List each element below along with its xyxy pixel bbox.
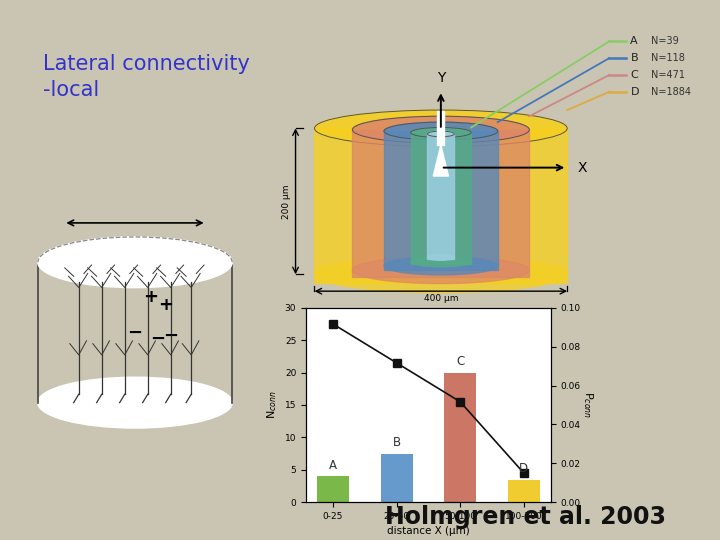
Ellipse shape <box>384 257 498 275</box>
Bar <box>508 480 540 502</box>
Text: +: + <box>143 287 158 306</box>
Text: 400 µm: 400 µm <box>423 294 458 303</box>
Text: B: B <box>392 436 400 449</box>
Y-axis label: N$_{conn}$: N$_{conn}$ <box>266 390 279 420</box>
Text: D: D <box>631 87 639 97</box>
Ellipse shape <box>410 127 471 138</box>
Ellipse shape <box>352 256 529 284</box>
Text: A: A <box>631 36 638 46</box>
Text: N=1884: N=1884 <box>652 87 691 97</box>
Ellipse shape <box>38 237 232 287</box>
Ellipse shape <box>410 256 471 267</box>
Ellipse shape <box>428 131 454 137</box>
Bar <box>438 111 444 145</box>
Text: A: A <box>329 459 337 472</box>
Text: N=39: N=39 <box>652 36 679 46</box>
Text: −: − <box>163 327 179 345</box>
Text: Holmgren et al. 2003: Holmgren et al. 2003 <box>385 505 666 529</box>
Bar <box>410 132 471 264</box>
Bar <box>444 373 476 502</box>
Ellipse shape <box>315 110 567 146</box>
Bar <box>317 476 349 502</box>
X-axis label: distance X (μm): distance X (μm) <box>387 526 469 536</box>
Ellipse shape <box>38 377 232 428</box>
Text: D: D <box>519 462 528 475</box>
Text: C: C <box>456 355 464 368</box>
Bar <box>428 134 454 259</box>
Text: N=118: N=118 <box>652 53 685 63</box>
Bar <box>381 454 413 502</box>
Ellipse shape <box>352 116 529 143</box>
Text: Lateral connectivity
-local: Lateral connectivity -local <box>43 54 250 100</box>
Text: Y: Y <box>436 71 445 85</box>
Ellipse shape <box>384 122 498 140</box>
Text: −: − <box>150 329 166 348</box>
Bar <box>384 131 498 271</box>
Ellipse shape <box>428 255 454 260</box>
Polygon shape <box>433 145 449 176</box>
Bar <box>315 129 567 284</box>
Y-axis label: P$_{conn}$: P$_{conn}$ <box>581 392 595 418</box>
Text: N=471: N=471 <box>652 70 685 80</box>
Bar <box>352 130 529 277</box>
Text: 200 µm: 200 µm <box>282 184 292 219</box>
Text: C: C <box>631 70 638 80</box>
Ellipse shape <box>315 256 567 293</box>
Text: +: + <box>158 296 173 314</box>
Text: −: − <box>127 324 143 342</box>
Text: X: X <box>577 160 588 174</box>
Text: B: B <box>631 53 638 63</box>
